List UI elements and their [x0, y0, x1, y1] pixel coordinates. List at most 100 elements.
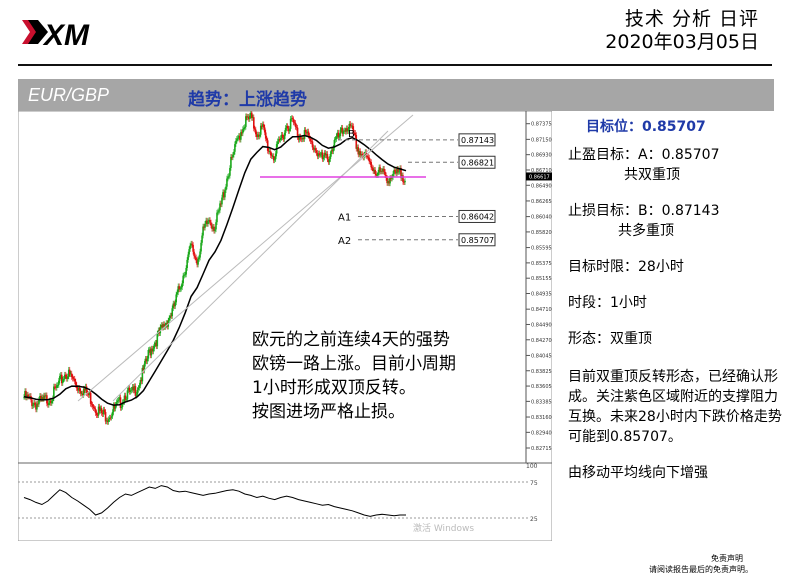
candle-body [77, 387, 80, 391]
candle-body [200, 242, 202, 252]
y-tick-label: 0.86490 [531, 183, 552, 189]
candle-body [40, 395, 42, 400]
candle-body [136, 389, 139, 395]
level-box [458, 209, 496, 223]
disclaimer-title: 免责声明 [711, 554, 743, 563]
candle-body [320, 152, 323, 155]
level-box [458, 133, 496, 147]
candle-body [302, 137, 305, 140]
candle-body [152, 348, 155, 352]
candle-body [356, 147, 359, 149]
instrument-banner: EUR/GBP 趋势：上涨趋势 [18, 79, 774, 111]
candle-body [203, 226, 205, 228]
candle-body [161, 324, 164, 328]
candle-body [65, 376, 68, 379]
candle-body [322, 157, 325, 160]
candle-body [176, 292, 178, 295]
timeframe: 时段：1小时 [568, 295, 647, 311]
candle-body [319, 154, 322, 156]
candle-body [280, 134, 283, 139]
pair-label: EUR/GBP [28, 85, 110, 105]
candle-body [194, 256, 196, 258]
candle-body [105, 420, 108, 422]
candle-body [168, 317, 171, 321]
candle-body [365, 152, 368, 156]
candle-body [397, 168, 399, 172]
candle-body [288, 128, 291, 132]
candle-body [334, 139, 337, 140]
candle-body [294, 122, 297, 127]
candle-body [267, 150, 270, 152]
xm-logo: XM [22, 14, 112, 54]
candle-body [43, 395, 45, 400]
candle-body [181, 283, 183, 288]
candle-body [104, 411, 107, 422]
candle-body [92, 406, 95, 409]
candle-body [32, 405, 34, 407]
candle-body [295, 126, 298, 128]
moving-average-line [23, 134, 407, 406]
candle-body [208, 220, 210, 222]
candle-body [388, 181, 390, 184]
candle-body [169, 315, 172, 318]
level-value: 0.85707 [461, 236, 494, 245]
candle-body [116, 400, 119, 403]
candle-body [387, 181, 389, 184]
candle-body [214, 229, 216, 231]
y-tick-label: 0.84710 [531, 307, 552, 313]
candle-body [100, 408, 103, 413]
candle-body [287, 128, 290, 132]
candle-body [33, 402, 35, 406]
candle-body [218, 210, 220, 212]
candle-body [316, 152, 319, 157]
candle-body [274, 153, 277, 160]
candle-body [128, 387, 131, 392]
candle-body [260, 125, 263, 127]
candle-body [226, 178, 228, 187]
candle-body [343, 130, 346, 132]
chart-note-line-2: 欧镑一路上涨。目前小周期 [252, 354, 456, 374]
disclaimer-text: 请阅读报告最后的免责声明。 [649, 565, 753, 574]
candle-body [162, 324, 165, 328]
candle-body [160, 324, 163, 327]
candle-body [289, 118, 292, 129]
candle-body [37, 403, 39, 405]
candle-body [357, 147, 360, 155]
y-tick-label: 0.82715 [531, 446, 552, 452]
candle-body [220, 203, 222, 205]
candle-body [305, 132, 308, 134]
chart-note: 欧元的之前连续4天的强势 欧镑一路上涨。目前小周期 1小时形成双顶反转。 按图进… [252, 328, 512, 424]
candle-body [159, 326, 162, 334]
level-label: A2 [338, 236, 351, 247]
candle-body [72, 378, 75, 380]
candle-body [139, 380, 142, 386]
candle-body [313, 148, 316, 150]
candle-body [325, 153, 328, 156]
candle-body [202, 226, 204, 236]
y-tick-label: 0.85820 [531, 230, 552, 236]
candle-body [26, 394, 28, 398]
candle-body [47, 403, 49, 405]
candle-body [153, 344, 156, 349]
candle-body [210, 222, 212, 226]
candle-body [132, 386, 135, 391]
candle-body [125, 399, 128, 401]
candle-body [131, 386, 134, 390]
candle-body [378, 167, 380, 173]
candle-body [51, 401, 53, 404]
stop-loss-note: 共多重顶 [618, 223, 674, 239]
candle-body [165, 322, 168, 326]
candle-body [230, 156, 232, 168]
candle-body [239, 135, 241, 140]
candle-body [278, 139, 281, 140]
candle-body [93, 408, 96, 410]
windows-watermark: 激活 Windows [413, 522, 474, 534]
candle-body [291, 118, 294, 120]
candle-body [140, 380, 143, 382]
brand-text: XM [42, 19, 90, 52]
candle-body [299, 136, 302, 139]
y-tick-label: 0.86710 [531, 168, 552, 174]
analysis-sidebar: 目标位：0.85707 止盈目标：A：0.85707 共双重顶 止损目标：B：0… [568, 111, 783, 483]
candle-body [147, 350, 150, 359]
candle-body [134, 386, 137, 396]
